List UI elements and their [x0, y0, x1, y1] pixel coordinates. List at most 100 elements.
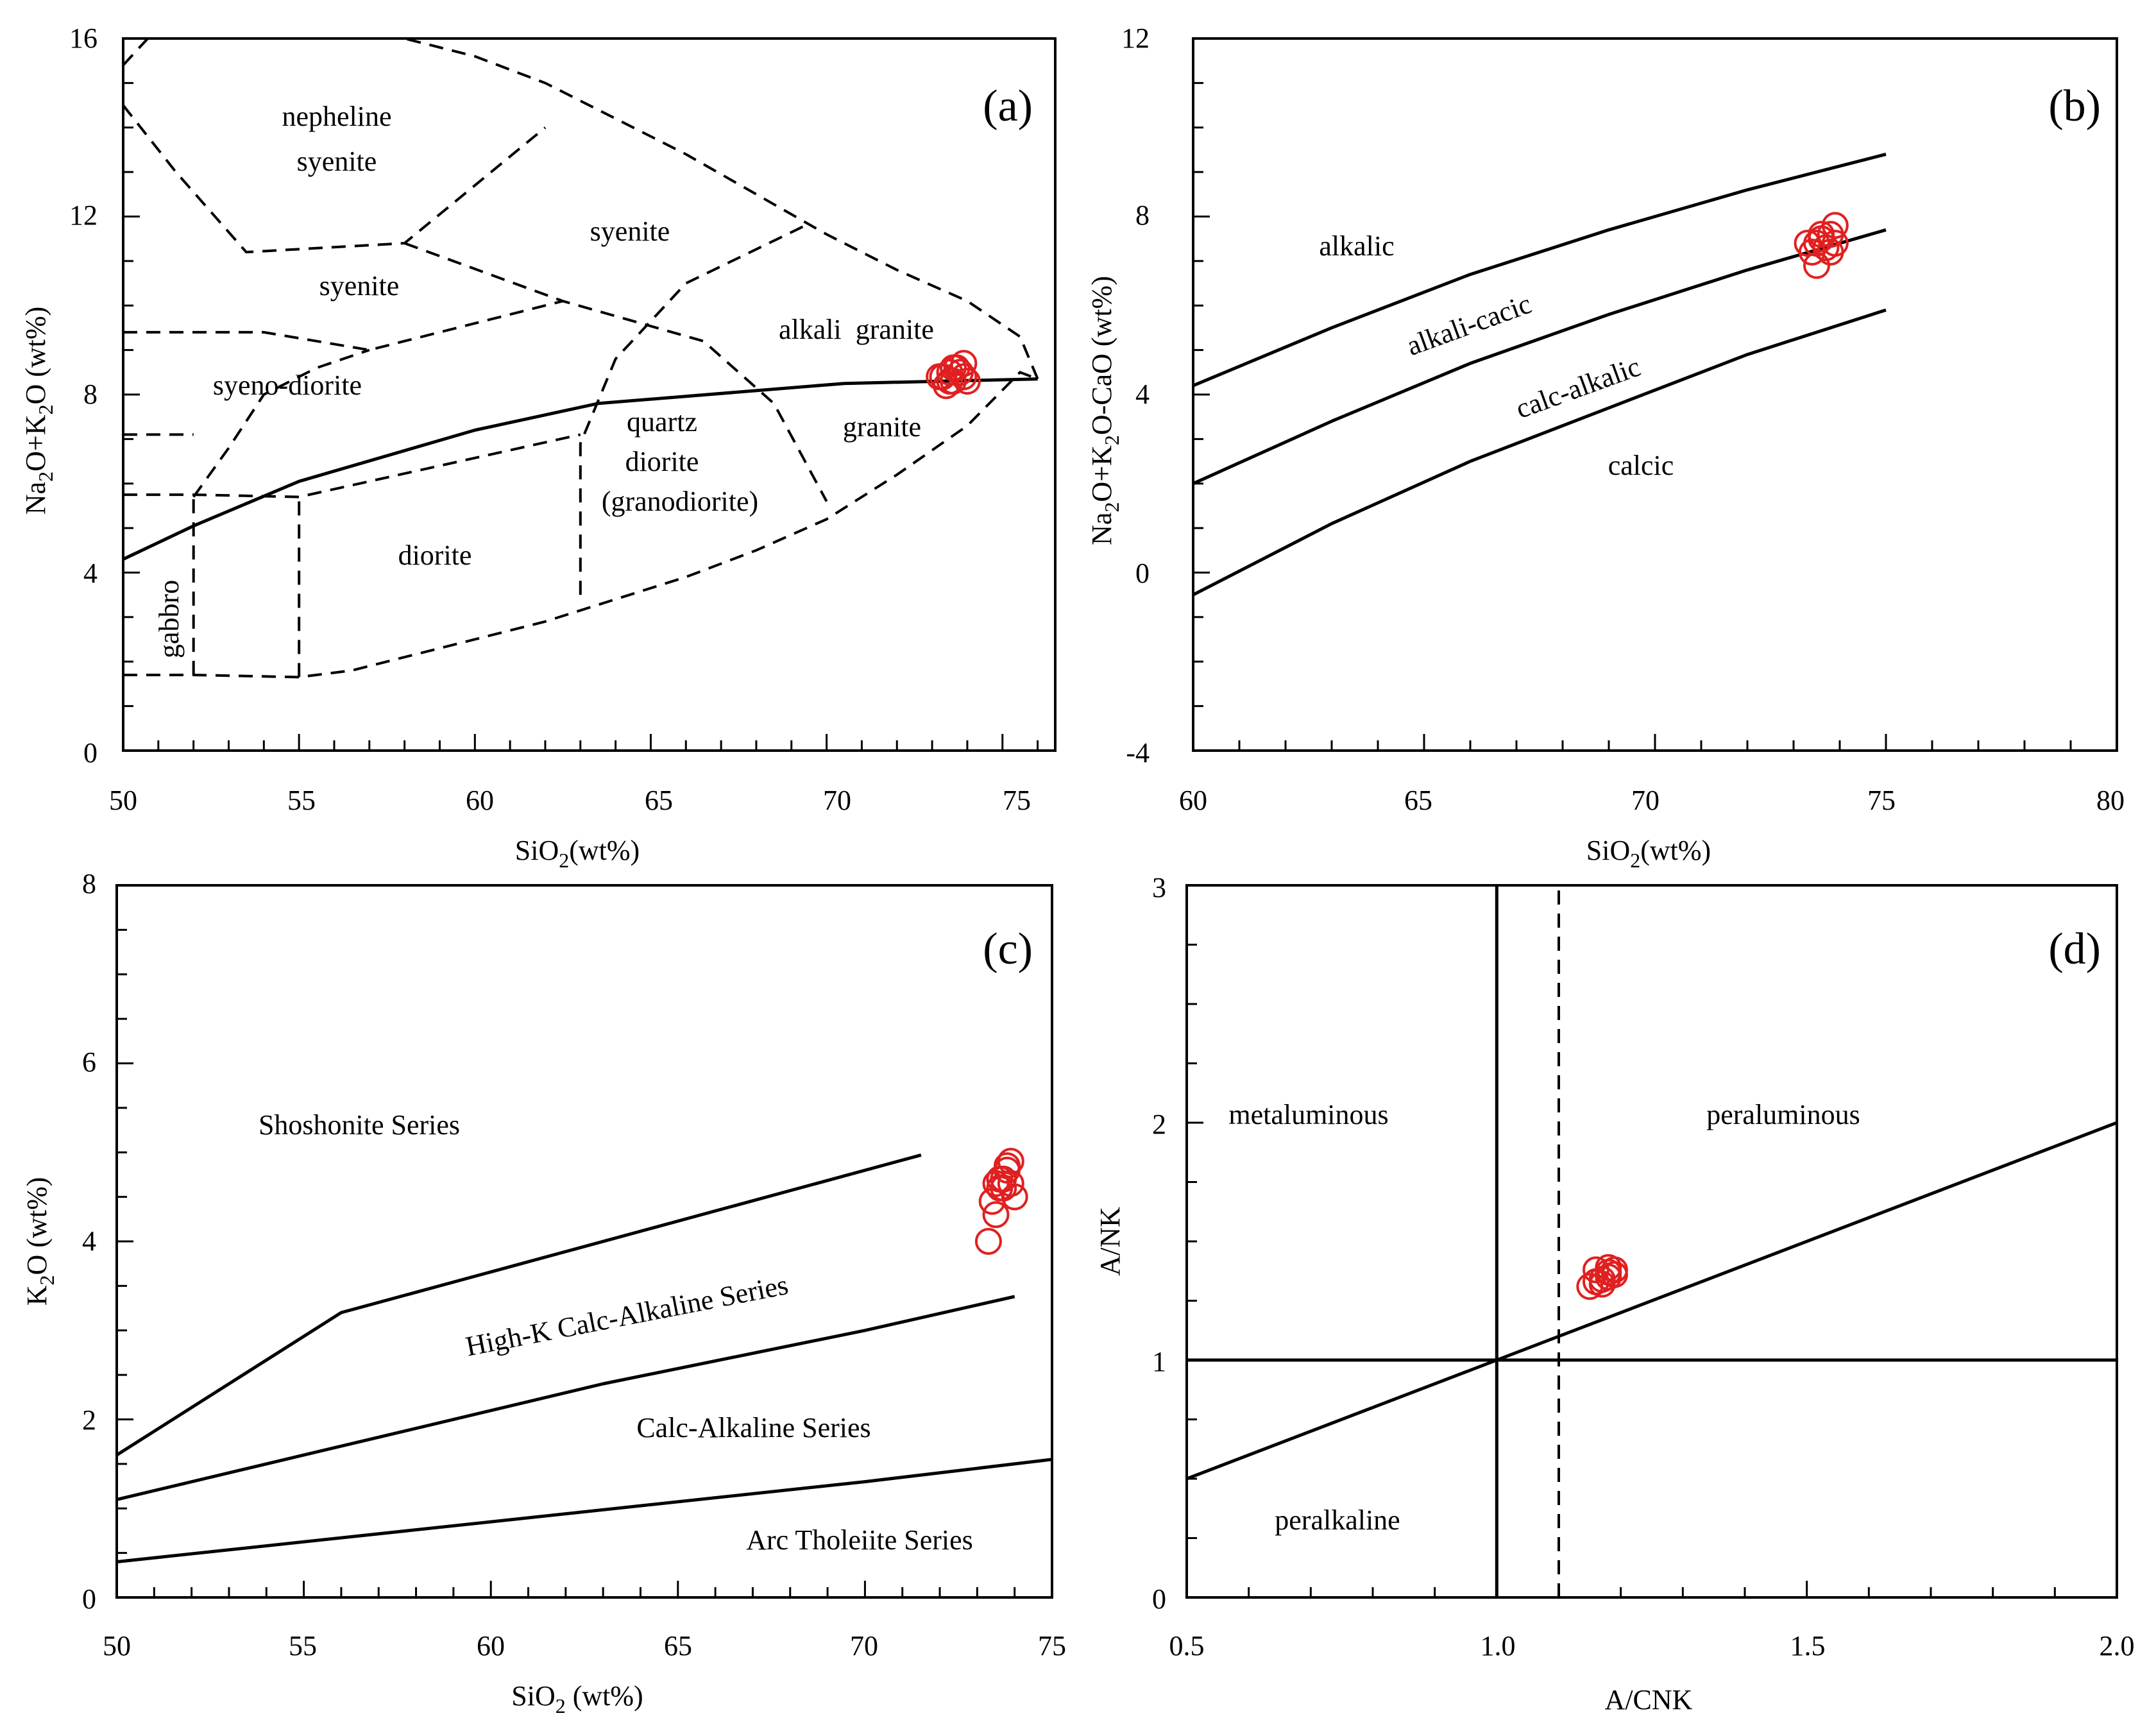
dashed-boundary-line [123, 104, 547, 254]
region-label: syenite [319, 270, 400, 302]
xtick-label: 60 [477, 1630, 505, 1662]
y-axis-title: Na2O+K2O (wt%) [20, 307, 57, 515]
region-label: calcic [1608, 450, 1674, 481]
ytick-label: 0 [1135, 557, 1150, 589]
ytick-label: 8 [83, 379, 98, 410]
solid-boundary-line [1193, 228, 1887, 486]
solid-boundary-line [1187, 1121, 2117, 1481]
xtick-label: 2.0 [2100, 1630, 2135, 1662]
xtick-label: 1.0 [1481, 1630, 1516, 1662]
region-label: alkali-cacic [1402, 288, 1535, 362]
region-label: peralkaline [1275, 1504, 1400, 1536]
dashed-boundary-line [123, 300, 563, 352]
panel-label: (b) [2048, 81, 2101, 131]
data-point [1808, 225, 1835, 253]
data-point [1794, 230, 1821, 257]
y-axis-title: A/NK [1094, 1207, 1126, 1276]
xtick-label: 65 [645, 785, 673, 816]
xtick-label: 55 [287, 785, 316, 816]
panel-label: (d) [2048, 924, 2101, 974]
data-point [982, 1201, 1010, 1229]
ytick-label: 8 [82, 868, 96, 899]
dashed-boundary-line [579, 224, 806, 595]
dashed-boundary-line [192, 348, 370, 498]
ytick-label: 2 [1152, 1109, 1166, 1140]
region-label: Shoshonite Series [259, 1109, 460, 1141]
data-point [986, 1165, 1014, 1193]
xtick-label: 80 [2096, 785, 2125, 816]
region-label: diorite [625, 446, 699, 477]
region-label: gabbro [153, 580, 185, 658]
dashed-boundary-line [123, 38, 149, 66]
xtick-label: 75 [1867, 785, 1896, 816]
ytick-label: -4 [1126, 737, 1150, 769]
region-label: peraluminous [1706, 1099, 1860, 1130]
ytick-label: 3 [1152, 872, 1166, 903]
panel-b-alkali-lime-diagram: -4 0 4 8 12 60 65 70 75 80 SiO2(wt%) Na2… [1086, 22, 2125, 872]
ytick-label: 12 [69, 200, 98, 231]
solid-boundary-line [1193, 308, 1887, 597]
region-label: diorite [398, 540, 472, 571]
region-label: nepheline [282, 101, 391, 132]
boundary-lines [117, 1153, 1052, 1563]
ytick-label: 1 [1152, 1346, 1166, 1377]
xtick-label: 65 [664, 1630, 692, 1662]
panel-label: (c) [983, 924, 1033, 974]
region-label: syeno-diorite [213, 370, 362, 401]
region-label: alkalic [1319, 230, 1394, 262]
xtick-label: 50 [103, 1630, 131, 1662]
xtick-label: 70 [823, 785, 851, 816]
region-label: metaluminous [1228, 1099, 1388, 1130]
ytick-label: 0 [1152, 1583, 1166, 1615]
y-axis-title: K2O (wt%) [21, 1177, 58, 1306]
panel-c-k2o-sio2-diagram: 0 2 4 6 8 50 55 60 65 70 75 SiO2 (wt%) K… [21, 868, 1066, 1717]
region-label: alkali granite [779, 314, 934, 345]
solid-boundary-line [1193, 152, 1887, 387]
dashed-boundary-line [123, 433, 581, 498]
data-point [974, 1228, 1002, 1255]
panel-a-tas-diagram: 0 4 8 12 16 50 55 60 65 70 75 SiO2(wt%) … [20, 22, 1057, 872]
region-label: syenite [590, 216, 670, 247]
xtick-label: 75 [1003, 785, 1031, 816]
xtick-label: 50 [109, 785, 137, 816]
panel-label: (a) [983, 81, 1033, 131]
ytick-label: 0 [83, 737, 98, 769]
xtick-label: 75 [1038, 1630, 1066, 1662]
xtick-label: 70 [1631, 785, 1659, 816]
plot-frame [1185, 884, 2118, 1599]
boundary-lines [123, 38, 1039, 679]
ytick-label: 12 [1121, 22, 1150, 54]
data-point [982, 1170, 1010, 1197]
ytick-label: 16 [69, 22, 98, 54]
region-label: granite [843, 411, 921, 443]
y-axis-title: Na2O+K2O-CaO (wt%) [1086, 276, 1123, 545]
region-label: syenite [297, 146, 377, 177]
region-label: quartz [627, 406, 697, 438]
region-label: Arc Tholeiite Series [746, 1524, 973, 1556]
xtick-label: 60 [466, 785, 494, 816]
ytick-label: 4 [1135, 379, 1150, 410]
region-label: calc-alkalic [1511, 351, 1644, 425]
ytick-label: 0 [82, 1583, 96, 1615]
data-point [997, 1170, 1024, 1197]
plot-frame [115, 884, 1053, 1599]
solid-boundary-line [117, 1153, 922, 1457]
solid-boundary-line [117, 1295, 1015, 1501]
boundary-lines [1193, 152, 1887, 597]
xtick-label: 55 [289, 1630, 317, 1662]
xtick-label: 65 [1404, 785, 1432, 816]
x-axis-title: SiO2 (wt%) [511, 1680, 643, 1717]
dashed-boundary-line [123, 370, 1039, 679]
data-point [936, 368, 963, 395]
ytick-label: 8 [1135, 200, 1150, 231]
data-point [950, 350, 978, 377]
ytick-label: 4 [82, 1225, 96, 1257]
x-axis-title: A/CNK [1605, 1684, 1693, 1715]
region-label: (granodiorite) [602, 486, 758, 517]
xtick-label: 70 [850, 1630, 878, 1662]
data-point [1817, 239, 1844, 266]
ytick-label: 2 [82, 1404, 96, 1436]
panel-d-acnk-ank-diagram: 0 1 2 3 0.5 1.0 1.5 2.0 A/CNK A/NK (d) m… [1094, 872, 2135, 1715]
data-point [1601, 1261, 1628, 1288]
